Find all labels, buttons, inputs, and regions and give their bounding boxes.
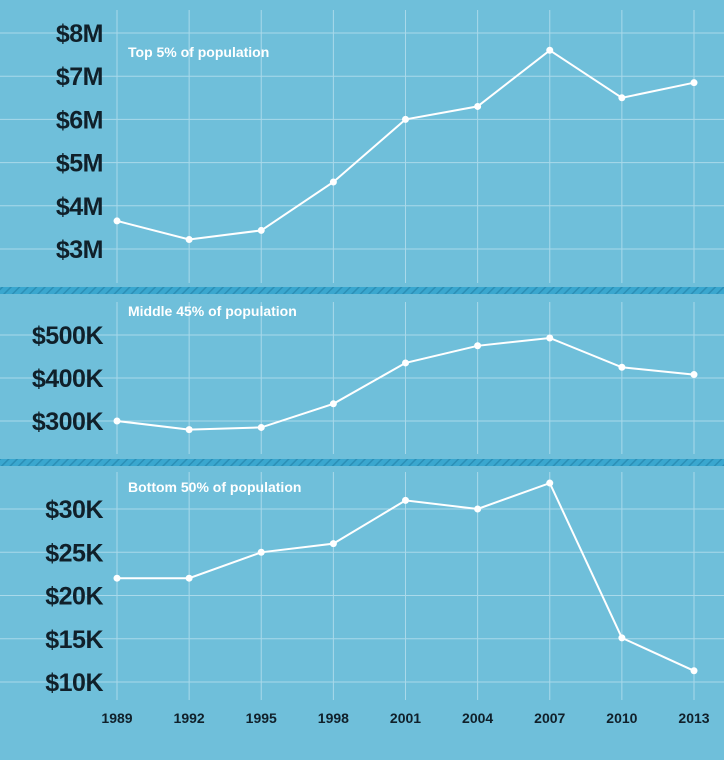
panel-1: $3M $4M $5M $6M $7M $8M Top 5% of population	[0, 10, 724, 283]
x-tick-label: 1989	[101, 710, 132, 726]
data-point	[402, 359, 409, 367]
data-point	[257, 226, 265, 234]
y-tick-label: $6M	[56, 106, 103, 134]
y-tick-label: $5M	[56, 150, 103, 178]
data-point	[618, 94, 626, 102]
y-tick-label: $20K	[45, 583, 103, 611]
data-point	[402, 115, 409, 123]
x-tick-label: 2010	[606, 710, 637, 726]
data-point	[185, 426, 193, 434]
x-tick-label: 2001	[390, 710, 421, 726]
panel-title: Bottom 50% of population	[128, 479, 301, 495]
y-tick-label: $500K	[32, 322, 104, 350]
data-point	[546, 334, 554, 342]
data-point	[618, 363, 626, 371]
data-point	[474, 102, 482, 110]
data-point	[690, 667, 698, 675]
data-point	[185, 235, 193, 243]
data-point	[474, 505, 482, 513]
data-point	[618, 634, 626, 642]
data-point	[329, 178, 337, 186]
y-tick-label: $10K	[45, 669, 103, 697]
data-point	[185, 574, 193, 582]
data-point	[546, 479, 554, 487]
x-tick-label: 2007	[534, 710, 565, 726]
data-point	[257, 548, 265, 556]
x-tick-label: 1992	[174, 710, 205, 726]
y-tick-label: $15K	[45, 626, 103, 654]
x-tick-label: 1998	[318, 710, 349, 726]
x-tick-label: 1995	[246, 710, 277, 726]
y-tick-label: $3M	[56, 236, 103, 264]
y-tick-label: $4M	[56, 193, 103, 221]
data-point	[546, 46, 554, 54]
data-point	[113, 217, 121, 225]
x-tick-label: 2004	[462, 710, 493, 726]
y-tick-label: $8M	[56, 20, 103, 48]
panel-3: $10K $15K $20K $25K $30K Bottom 50% of popula…	[0, 472, 724, 700]
axis-break-1	[0, 287, 724, 294]
x-tick-label: 2013	[678, 710, 709, 726]
y-tick-label: $25K	[45, 539, 103, 567]
data-point	[113, 417, 121, 425]
data-point	[690, 371, 698, 379]
data-point	[113, 574, 121, 582]
y-tick-label: $300K	[32, 408, 104, 436]
panel-2: $300K $400K $500K Middle 45% of population	[0, 302, 724, 454]
data-point	[329, 400, 337, 408]
data-point	[690, 79, 698, 87]
axis-break-2	[0, 459, 724, 466]
panel-title: Middle 45% of population	[128, 303, 297, 319]
y-tick-label: $30K	[45, 496, 103, 524]
data-point	[402, 496, 409, 504]
panel-title: Top 5% of population	[128, 44, 269, 60]
data-point	[329, 540, 337, 548]
y-tick-label: $7M	[56, 63, 103, 91]
data-point	[474, 342, 482, 350]
y-tick-label: $400K	[32, 365, 104, 393]
data-point	[257, 423, 265, 431]
